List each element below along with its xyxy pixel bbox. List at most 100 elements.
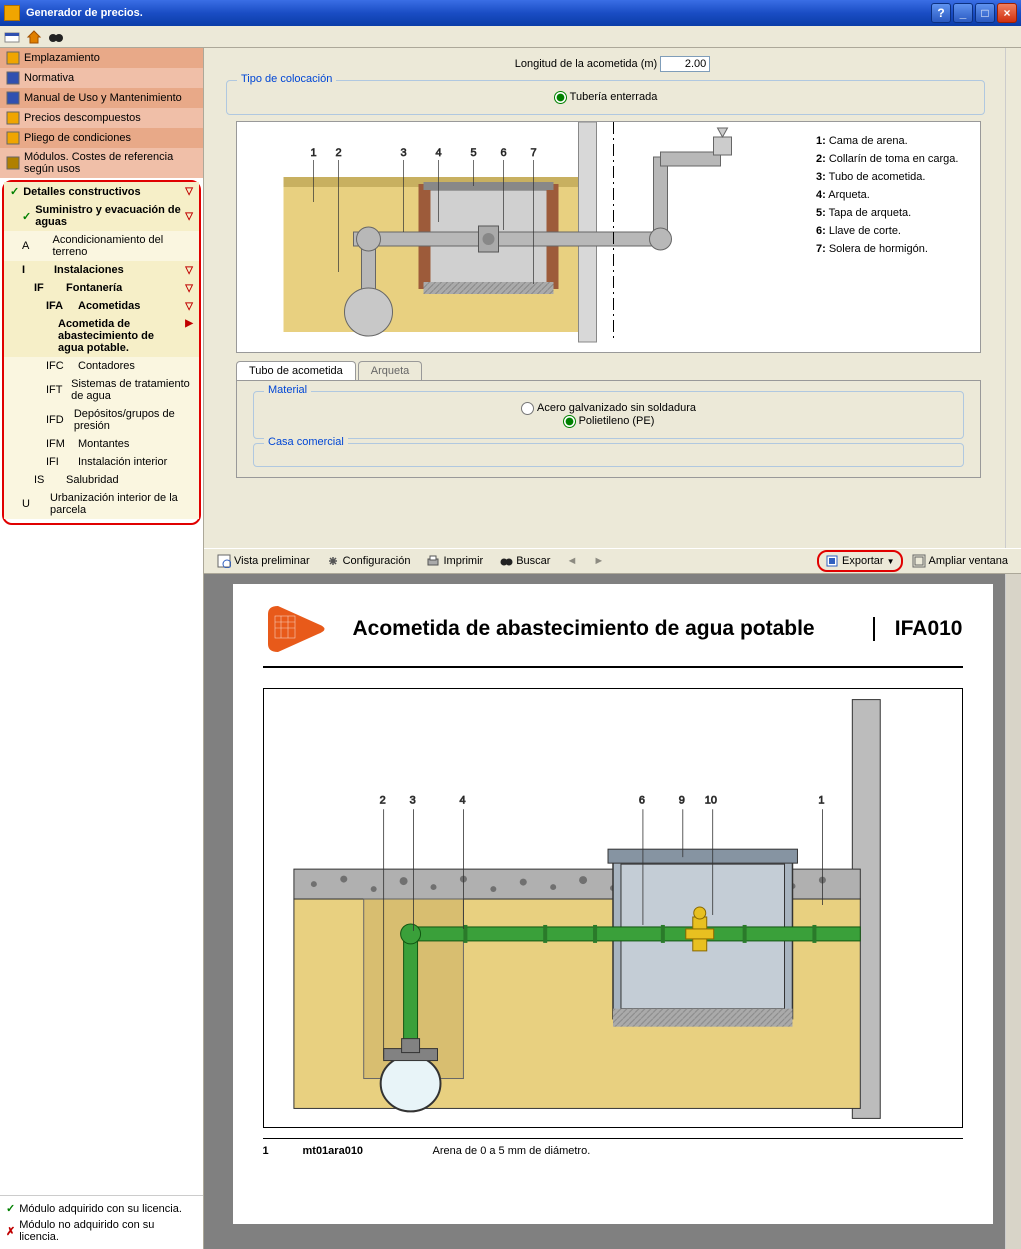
sidebar-item-label: Precios descompuestos: [24, 112, 141, 124]
svg-text:3: 3: [401, 147, 407, 159]
material-opt-pe[interactable]: Polietileno (PE): [563, 415, 655, 427]
sidebar-item-label: Pliego de condiciones: [24, 132, 131, 144]
content-area: Longitud de la acometida (m) Tipo de col…: [204, 48, 1021, 1249]
content-upper-panel: Longitud de la acometida (m) Tipo de col…: [204, 48, 1021, 548]
legend-item: 2: Collarín de toma en carga.: [816, 150, 974, 168]
tree-selected-acometida[interactable]: Acometida de abastecimiento de agua pota…: [4, 315, 199, 357]
app-icon: [4, 5, 20, 21]
footer-licensed-label: Módulo adquirido con su licencia.: [19, 1203, 182, 1215]
tree-item-ifc[interactable]: IFCContadores: [4, 357, 199, 375]
scrollbar-vertical[interactable]: [1005, 48, 1021, 548]
svg-text:2: 2: [379, 794, 385, 806]
tree-item-is[interactable]: IS Salubridad: [4, 471, 199, 489]
svg-text:9: 9: [678, 794, 684, 806]
tree-item-ifa[interactable]: IFA Acometidas ▽: [4, 297, 199, 315]
sidebar-footer: ✓Módulo adquirido con su licencia. ✗Módu…: [0, 1195, 203, 1249]
preview-button[interactable]: Vista preliminar: [210, 551, 317, 571]
material-legend: Material: [264, 384, 311, 396]
placement-radio[interactable]: [554, 91, 567, 104]
legend-item: 5: Tapa de arqueta.: [816, 204, 974, 222]
binoculars-icon[interactable]: [48, 29, 64, 45]
doc-logo-icon: [263, 604, 333, 654]
tree-item-ifd[interactable]: IFDDepósitos/grupos de presión: [4, 405, 199, 435]
sidebar-item-icon: [6, 111, 20, 125]
tree-root-detalles[interactable]: ✓ Detalles constructivos ▽: [4, 182, 199, 201]
sidebar-top-item[interactable]: Módulos. Costes de referencia según usos: [0, 148, 203, 178]
close-button[interactable]: ×: [997, 3, 1017, 23]
svg-text:6: 6: [501, 147, 507, 159]
doc-title: Acometida de abastecimiento de agua pota…: [353, 617, 853, 641]
sidebar-item-icon: [6, 156, 20, 170]
legend-item: 3: Tubo de acometida.: [816, 168, 974, 186]
sidebar-item-icon: [6, 71, 20, 85]
svg-text:1: 1: [311, 147, 317, 159]
print-button[interactable]: Imprimir: [419, 551, 490, 571]
window-title: Generador de precios.: [26, 7, 931, 19]
help-button[interactable]: ?: [931, 3, 951, 23]
sidebar-item-label: Emplazamiento: [24, 52, 100, 64]
document-page: Acometida de abastecimiento de agua pota…: [233, 584, 993, 1224]
tree-item-ifm[interactable]: IFMMontantes: [4, 435, 199, 453]
length-input[interactable]: [660, 56, 710, 72]
tree-sub-label: Suministro y evacuación de aguas: [35, 204, 181, 228]
preview-toolbar: Vista preliminar Configuración Imprimir …: [204, 548, 1021, 574]
preview-scrollbar[interactable]: [1005, 574, 1021, 1249]
export-button[interactable]: Exportar▼: [817, 550, 903, 572]
sidebar-item-icon: [6, 51, 20, 65]
tree-item-u[interactable]: U Urbanización interior de la parcela: [4, 489, 199, 519]
home-icon[interactable]: [26, 29, 42, 45]
material-opt-acero[interactable]: Acero galvanizado sin soldadura: [521, 402, 696, 414]
nav-back-button[interactable]: ◄: [559, 552, 584, 570]
sidebar-top-item[interactable]: Pliego de condiciones: [0, 128, 203, 148]
sidebar-item-icon: [6, 91, 20, 105]
svg-text:4: 4: [436, 147, 442, 159]
svg-text:10: 10: [704, 794, 716, 806]
document-preview: Acometida de abastecimiento de agua pota…: [204, 574, 1021, 1249]
legend-item: 7: Solera de hormigón.: [816, 240, 974, 258]
svg-text:1: 1: [818, 794, 824, 806]
sidebar: Emplazamiento Normativa Manual de Uso y Ma…: [0, 48, 204, 1249]
sidebar-item-icon: [6, 131, 20, 145]
tree-item-ift[interactable]: IFTSistemas de tratamiento de agua: [4, 375, 199, 405]
sidebar-item-label: Módulos. Costes de referencia según usos: [24, 151, 197, 175]
toolbar-icon-1[interactable]: [4, 29, 20, 45]
placement-option-enterrada[interactable]: Tubería enterrada: [554, 91, 658, 103]
maximize-button[interactable]: □: [975, 3, 995, 23]
nav-fwd-button[interactable]: ►: [586, 552, 611, 570]
svg-text:3: 3: [409, 794, 415, 806]
svg-text:7: 7: [531, 147, 537, 159]
tree-item-a[interactable]: A Acondicionamiento del terreno: [4, 231, 199, 261]
length-label: Longitud de la acometida (m): [515, 58, 657, 70]
expand-button[interactable]: Ampliar ventana: [905, 551, 1016, 571]
tree-root-label: Detalles constructivos: [23, 186, 140, 198]
search-button[interactable]: Buscar: [492, 551, 557, 571]
footer-unlicensed-label: Módulo no adquirido con su licencia.: [19, 1219, 197, 1243]
top-toolbar: [0, 26, 1021, 48]
sidebar-top-item[interactable]: Manual de Uso y Mantenimiento: [0, 88, 203, 108]
tree-item-ifi[interactable]: IFIInstalación interior: [4, 453, 199, 471]
doc-diagram: 2 3 4 6 9 10 1: [263, 688, 963, 1128]
legend-item: 1: Cama de arena.: [816, 132, 974, 150]
tree-sub-suministro[interactable]: ✓ Suministro y evacuación de aguas ▽: [4, 201, 199, 231]
config-button[interactable]: Configuración: [319, 551, 418, 571]
tab-tubo[interactable]: Tubo de acometida: [236, 361, 356, 380]
doc-code: IFA010: [873, 617, 963, 641]
tree-item-i[interactable]: I Instalaciones ▽: [4, 261, 199, 279]
placement-legend: Tipo de colocación: [237, 73, 336, 85]
diagram-1: 1 2 3 4 5 6 7 1: Cama de arena.2: Collar…: [236, 121, 981, 353]
window-titlebar: Generador de precios. ? _ □ ×: [0, 0, 1021, 26]
svg-text:6: 6: [638, 794, 644, 806]
svg-text:4: 4: [459, 794, 465, 806]
sidebar-highlight-region: ✓ Detalles constructivos ▽ ✓ Suministro …: [2, 180, 201, 525]
sidebar-top-item[interactable]: Emplazamiento: [0, 48, 203, 68]
tab-arqueta[interactable]: Arqueta: [358, 361, 423, 380]
legend-item: 6: Llave de corte.: [816, 222, 974, 240]
sidebar-item-label: Normativa: [24, 72, 74, 84]
casa-legend: Casa comercial: [264, 436, 348, 448]
sidebar-top-item[interactable]: Normativa: [0, 68, 203, 88]
minimize-button[interactable]: _: [953, 3, 973, 23]
doc-material-row-1: 1 mt01ara010 Arena de 0 a 5 mm de diámet…: [263, 1138, 963, 1163]
tree-item-if[interactable]: IF Fontanería ▽: [4, 279, 199, 297]
sidebar-top-item[interactable]: Precios descompuestos: [0, 108, 203, 128]
sidebar-item-label: Manual de Uso y Mantenimiento: [24, 92, 182, 104]
